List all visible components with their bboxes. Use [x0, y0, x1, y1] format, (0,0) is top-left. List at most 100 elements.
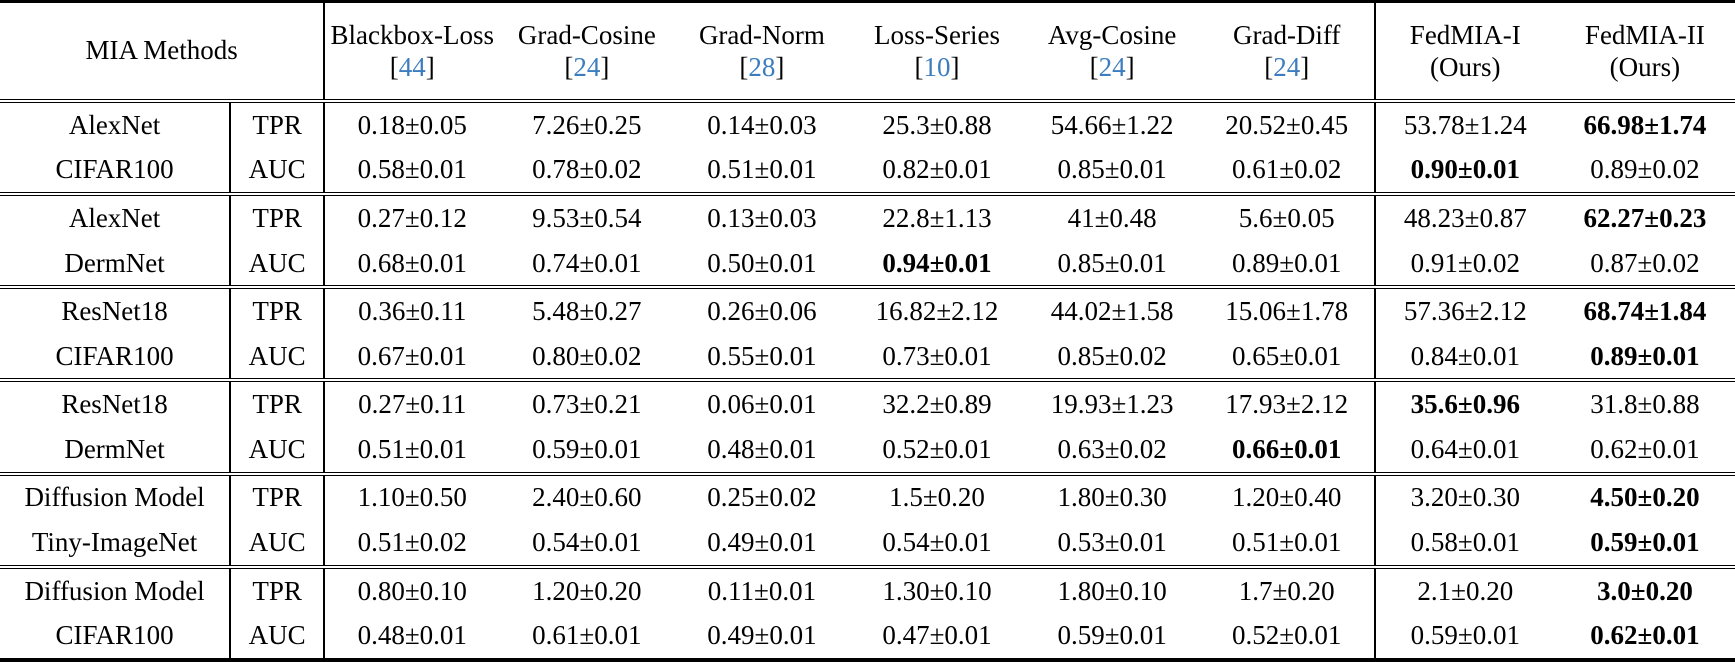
value-cell: 5.48±0.27	[532, 296, 642, 327]
value-cell: 0.66±0.01	[1232, 433, 1342, 464]
header-col-blackbox-loss: Blackbox-Loss [44]	[324, 2, 499, 102]
value-cell: 0.64±0.01	[1373, 427, 1555, 474]
value-cell: 0.18±0.05	[357, 109, 467, 140]
value-cell: 66.98±1.74	[1583, 109, 1707, 140]
citation-link-24[interactable]: 24	[573, 52, 601, 83]
table-row: AlexNet TPR 0.27±0.12 9.53±0.54 0.13±0.03 22.…	[0, 194, 1735, 241]
model-name-cell: AlexNet	[0, 194, 232, 241]
metric-label-cell: AUC	[230, 240, 326, 288]
group-diffusion-model-tiny-imagenet: Diffusion Model TPR 1.10±0.50 2.40±0.60 0.25…	[0, 473, 1735, 567]
dataset-name-cell: CIFAR100	[0, 333, 232, 381]
value-cell: 0.51±0.01	[357, 433, 467, 464]
value-cell: 0.90±0.01	[1373, 147, 1555, 195]
column-label: Grad-Diff	[1232, 19, 1341, 50]
citation-close-bracket: ]	[775, 52, 785, 83]
value-cell: 0.89±0.02	[1590, 154, 1700, 185]
table-row: AlexNet TPR 0.18±0.05 7.26±0.25 0.14±0.03 25.…	[0, 101, 1735, 148]
dataset-name-cell: CIFAR100	[0, 613, 232, 660]
citation-link-44[interactable]: 44	[398, 52, 426, 83]
value-cell: 15.06±1.78	[1225, 296, 1349, 327]
value-cell: 0.59±0.01	[532, 433, 642, 464]
value-cell: 0.87±0.02	[1590, 247, 1700, 278]
metric-label-cell: TPR	[230, 473, 326, 521]
dataset-name-cell: DermNet	[0, 427, 232, 474]
group-resnet18-cifar100: ResNet18 TPR 0.36±0.11 5.48±0.27 0.26±0.06 16…	[0, 287, 1735, 381]
value-cell: 4.50±0.20	[1590, 482, 1700, 513]
value-cell: 62.27±0.23	[1583, 202, 1707, 233]
value-cell: 0.61±0.01	[532, 620, 642, 651]
value-cell: 0.63±0.02	[1057, 433, 1167, 464]
citation-open-bracket: [	[389, 52, 399, 83]
value-cell: 0.25±0.02	[707, 482, 817, 513]
value-cell: 0.62±0.01	[1590, 620, 1700, 651]
metric-label-cell: TPR	[230, 101, 326, 148]
column-citation: [24]	[1200, 52, 1374, 83]
value-cell: 3.20±0.30	[1373, 473, 1555, 521]
model-name-cell: Diffusion Model	[0, 473, 232, 521]
header-col-grad-norm: Grad-Norm [28]	[674, 2, 849, 102]
citation-open-bracket: [	[914, 52, 924, 83]
table-row: ResNet18 TPR 0.27±0.11 0.73±0.21 0.06±0.01 32…	[0, 380, 1735, 428]
table-row: DermNet AUC 0.68±0.01 0.74±0.01 0.50±0.01 0.9…	[0, 240, 1735, 288]
citation-close-bracket: ]	[950, 52, 960, 83]
value-cell: 32.2±0.89	[882, 389, 992, 420]
value-cell: 0.59±0.01	[1373, 613, 1555, 660]
value-cell: 0.94±0.01	[882, 247, 992, 278]
value-cell: 57.36±2.12	[1373, 287, 1555, 334]
column-label: Avg-Cosine	[1047, 19, 1177, 50]
value-cell: 0.67±0.01	[357, 340, 467, 371]
column-citation: [10]	[849, 52, 1024, 83]
value-cell: 44.02±1.58	[1050, 296, 1174, 327]
value-cell: 0.85±0.02	[1057, 340, 1167, 371]
value-cell: 0.58±0.01	[1373, 520, 1555, 567]
citation-close-bracket: ]	[425, 52, 435, 83]
value-cell: 0.55±0.01	[707, 340, 817, 371]
value-cell: 0.74±0.01	[532, 247, 642, 278]
value-cell: 0.52±0.01	[1232, 620, 1342, 651]
value-cell: 0.73±0.01	[882, 340, 992, 371]
table-row: Diffusion Model TPR 1.10±0.50 2.40±0.60 0.25…	[0, 473, 1735, 521]
column-label: FedMIA-I	[1409, 19, 1521, 50]
header-col-grad-diff: Grad-Diff [24]	[1200, 2, 1375, 102]
value-cell: 0.62±0.01	[1590, 433, 1700, 464]
value-cell: 0.80±0.02	[532, 340, 642, 371]
value-cell: 41±0.48	[1067, 202, 1157, 233]
group-diffusion-model-cifar100: Diffusion Model TPR 0.80±0.10 1.20±0.20 0.11…	[0, 566, 1735, 660]
column-label: Grad-Cosine	[517, 19, 656, 50]
value-cell: 0.84±0.01	[1373, 333, 1555, 381]
value-cell: 2.40±0.60	[532, 482, 642, 513]
metric-label-cell: AUC	[230, 520, 326, 567]
value-cell: 16.82±2.12	[875, 296, 999, 327]
table-row: CIFAR100 AUC 0.67±0.01 0.80±0.02 0.55±0.01 0.…	[0, 333, 1735, 381]
value-cell: 1.7±0.20	[1238, 575, 1335, 606]
value-cell: 0.51±0.01	[1232, 526, 1342, 557]
table-row: CIFAR100 AUC 0.48±0.01 0.61±0.01 0.49±0.01 0.…	[0, 613, 1735, 660]
citation-link-28[interactable]: 28	[748, 52, 776, 83]
citation-link-24[interactable]: 24	[1273, 52, 1301, 83]
value-cell: 0.50±0.01	[707, 247, 817, 278]
value-cell: 1.80±0.10	[1057, 575, 1167, 606]
value-cell: 0.11±0.01	[707, 575, 817, 606]
column-citation: [44]	[325, 52, 499, 83]
value-cell: 0.58±0.01	[357, 154, 467, 185]
column-label: FedMIA-II	[1584, 19, 1705, 50]
value-cell: 0.91±0.02	[1373, 240, 1555, 288]
value-cell: 31.8±0.88	[1590, 389, 1700, 420]
citation-open-bracket: [	[1264, 52, 1274, 83]
metric-label-cell: AUC	[230, 147, 326, 195]
column-citation: [28]	[674, 52, 849, 83]
value-cell: 1.5±0.20	[889, 482, 985, 513]
dataset-name-cell: CIFAR100	[0, 147, 232, 195]
value-cell: 2.1±0.20	[1373, 566, 1555, 614]
column-citation: [24]	[1025, 52, 1200, 83]
value-cell: 68.74±1.84	[1583, 296, 1707, 327]
citation-link-24[interactable]: 24	[1098, 52, 1126, 83]
value-cell: 0.49±0.01	[707, 620, 817, 651]
value-cell: 0.27±0.12	[357, 202, 467, 233]
table-row: Diffusion Model TPR 0.80±0.10 1.20±0.20 0.11…	[0, 566, 1735, 614]
value-cell: 0.51±0.02	[357, 526, 467, 557]
value-cell: 0.61±0.02	[1232, 154, 1342, 185]
value-cell: 0.80±0.10	[357, 575, 467, 606]
citation-link-10[interactable]: 10	[923, 52, 951, 83]
